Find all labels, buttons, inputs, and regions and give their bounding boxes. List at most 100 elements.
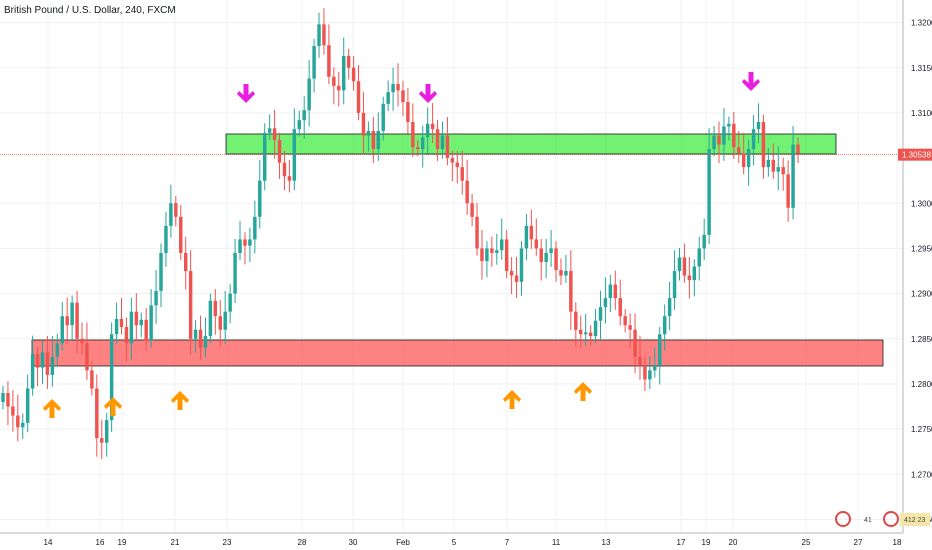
candle-body	[425, 123, 430, 138]
chart-grid	[0, 0, 903, 533]
candle-body	[465, 180, 469, 204]
candle-body	[608, 284, 613, 299]
candle-body	[692, 266, 697, 281]
candle-body	[445, 135, 450, 159]
candle-body	[643, 365, 647, 380]
candle-body	[337, 85, 341, 91]
candle-body	[129, 311, 134, 344]
candle-body	[327, 45, 331, 77]
x-tick-label: 20	[729, 538, 738, 547]
candle-body	[495, 250, 499, 253]
candle-body	[633, 329, 637, 357]
up-arrow-icon	[43, 399, 61, 418]
candle-body	[416, 147, 420, 150]
candle-body	[95, 388, 99, 439]
candle-body	[514, 275, 519, 282]
candle-body	[475, 216, 479, 249]
down-arrow-icon	[419, 84, 437, 103]
candle-body	[174, 203, 178, 217]
candle-body	[272, 128, 277, 141]
candle-body	[307, 78, 311, 111]
candle-body	[490, 248, 494, 253]
last-price-tag	[898, 148, 932, 161]
candle-body	[574, 311, 578, 330]
candle-body	[618, 298, 622, 317]
candle-body	[346, 56, 351, 68]
candle-body	[667, 298, 672, 317]
candle-body	[287, 176, 292, 181]
candle-body	[583, 332, 588, 335]
candle-body	[238, 239, 242, 253]
candle-body	[203, 336, 208, 348]
candle-body	[420, 137, 425, 150]
candle-body	[100, 438, 104, 443]
candle-body	[771, 159, 776, 172]
candle-body	[672, 271, 677, 299]
candle-body	[687, 275, 692, 281]
candle-body	[243, 239, 247, 246]
candle-body	[411, 121, 415, 148]
candle-body	[653, 365, 657, 371]
candle-body	[124, 327, 129, 344]
candle-body	[144, 319, 148, 341]
candle-body	[351, 67, 356, 82]
candle-body	[529, 225, 534, 240]
y-tick-label: 1.27000	[911, 470, 932, 479]
x-tick-label: 21	[171, 538, 180, 547]
candle-body	[746, 149, 751, 168]
candle-body	[534, 239, 539, 249]
x-tick-label: 11	[552, 538, 561, 547]
candle-body	[549, 248, 553, 253]
y-tick-label: 1.30000	[911, 199, 932, 208]
candle-body	[45, 352, 50, 375]
candle-body	[662, 316, 667, 335]
y-tick-label: 1.31500	[911, 64, 932, 73]
candle-body	[569, 271, 573, 312]
candle-body	[796, 144, 800, 154]
candle-body	[396, 84, 400, 91]
candles-layer	[1, 8, 800, 459]
candle-body	[737, 147, 741, 154]
up-arrow-icon	[574, 382, 592, 401]
candle-body	[509, 271, 514, 276]
candle-body	[579, 329, 583, 335]
x-tick-label: 27	[854, 538, 863, 547]
x-tick-label: 16	[96, 538, 105, 547]
x-tick-label: 28	[298, 538, 307, 547]
candle-body	[282, 162, 287, 177]
x-tick-label: 13	[602, 538, 611, 547]
candle-body	[164, 225, 168, 253]
support-zone	[31, 339, 884, 367]
up-arrow-icon	[503, 390, 521, 409]
up-arrow-icon	[171, 391, 189, 410]
candle-body	[702, 234, 706, 249]
candle-body	[455, 162, 460, 168]
candle-body	[519, 248, 524, 282]
candle-body	[544, 252, 548, 262]
candle-body	[751, 129, 756, 150]
x-tick-label: 7	[505, 538, 510, 547]
x-tick-label: 14	[44, 538, 53, 547]
svg-text:412 23: 412 23	[904, 517, 926, 524]
chart-title: British Pound / U.S. Dollar, 240, FXCM	[4, 5, 176, 16]
x-tick-label: Feb	[396, 538, 410, 547]
candle-body	[332, 76, 336, 86]
candle-body	[267, 128, 272, 133]
candle-body	[55, 343, 60, 357]
candle-body	[539, 248, 543, 262]
down-arrow-icon	[237, 84, 255, 103]
candle-body	[732, 123, 736, 148]
candle-body	[25, 388, 30, 423]
candle-body	[677, 257, 682, 272]
candle-body	[109, 334, 114, 421]
candle-body	[722, 126, 726, 145]
candle-body	[460, 167, 464, 181]
candle-body	[386, 92, 390, 104]
candle-body	[598, 307, 603, 321]
candle-body	[593, 320, 598, 337]
candle-body	[435, 129, 440, 150]
y-tick-label: 1.31000	[911, 109, 932, 118]
candle-body	[603, 298, 608, 308]
y-tick-label: 1.29000	[911, 290, 932, 299]
